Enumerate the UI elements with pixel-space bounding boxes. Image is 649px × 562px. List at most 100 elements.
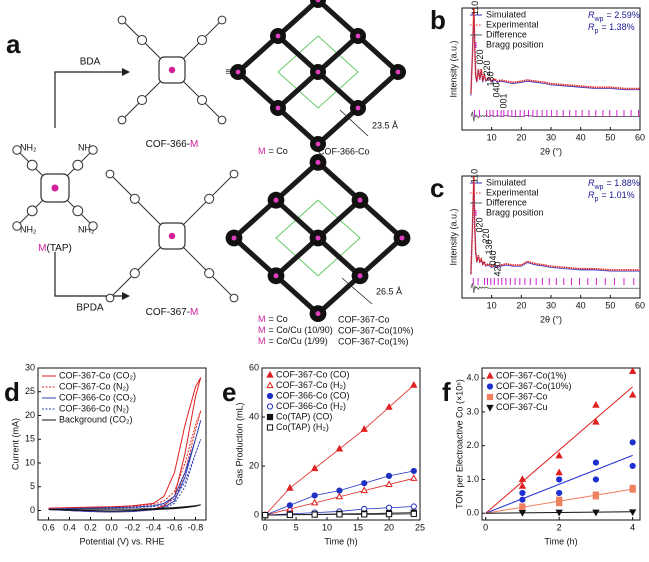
y-tick-label: 0 — [254, 509, 259, 519]
unit-cell — [277, 35, 359, 109]
x-tick-label: 20 — [516, 300, 526, 310]
marker — [592, 493, 600, 500]
marker — [592, 459, 600, 466]
metal: M — [38, 243, 46, 254]
marker — [555, 468, 563, 476]
legend-label: COF-367-Co (CO₂) — [59, 370, 136, 380]
marker — [335, 444, 344, 452]
amine: NH₂ — [78, 224, 95, 234]
marker — [629, 439, 636, 446]
marker — [629, 462, 636, 470]
marker — [555, 509, 563, 517]
x-tick-label: 4 — [630, 522, 635, 532]
linker-bond — [232, 236, 278, 278]
node-metal — [315, 235, 321, 241]
marker — [336, 511, 343, 518]
y-axis-label: Current (mA) — [10, 418, 20, 470]
y-tick-label: 40 — [249, 411, 259, 421]
product-label: COF-367-M — [146, 307, 199, 318]
ring — [72, 159, 84, 171]
dimension — [339, 109, 369, 137]
marker — [361, 480, 368, 487]
fit-stat: Rwp = 2.59% — [588, 10, 640, 22]
stat-symbol: R — [588, 10, 595, 20]
metal: M — [258, 336, 266, 346]
legend-label: COF-367-Co — [496, 391, 548, 401]
peak-label: 040 — [492, 82, 502, 97]
y-tick-label: 0 — [30, 505, 35, 515]
linker-bond — [276, 0, 320, 38]
node-metal — [235, 69, 241, 75]
legend-label: COF-367-Cu — [496, 402, 548, 412]
y-axis-label: TON per Electroactive Co (×10⁶) — [454, 379, 464, 509]
plot-frame — [261, 367, 421, 521]
legend-label: Bragg position — [486, 39, 544, 49]
legend-text: COF-367-Co(10%) — [338, 325, 414, 335]
node-metal — [355, 105, 361, 111]
metal-center — [168, 66, 176, 74]
peak-label: 001 — [498, 93, 508, 108]
x-axis-label: 2θ (°) — [540, 314, 562, 324]
legend-label: COF-366-Co (N₂) — [59, 403, 129, 413]
chart: 10 20 30 40 50 60 2θ (°) Intensity (a.u.) Simula… — [448, 169, 645, 325]
stat-value: = 1.88% — [606, 178, 639, 188]
lattice — [225, 154, 411, 322]
marker — [556, 496, 563, 503]
x-tick-label: 0 — [263, 522, 268, 532]
stat-value: = 1.01% — [601, 190, 634, 200]
arrows — [54, 71, 122, 297]
dimension — [341, 277, 373, 305]
linker-bond — [274, 236, 320, 278]
linker-bond — [274, 273, 320, 316]
marker — [410, 467, 417, 475]
stat-symbol: R — [588, 22, 595, 32]
amine: NH₂ — [20, 224, 37, 234]
peak-label: 420 — [492, 261, 502, 276]
node-metal — [357, 197, 363, 203]
metal: M — [258, 314, 266, 324]
marker — [385, 511, 393, 518]
experimental-line — [470, 7, 640, 94]
equiv: ≡ — [225, 66, 230, 76]
legend-label: Simulated — [486, 9, 526, 19]
peak-label: 220 — [481, 228, 491, 243]
molecule — [105, 169, 239, 303]
linker: BPDA — [76, 303, 104, 314]
ring — [129, 268, 140, 279]
node-metal — [273, 197, 279, 203]
y-tick-label: 15 — [25, 434, 35, 444]
x-tick-label: 60 — [635, 132, 645, 142]
x-tick-label: 40 — [576, 132, 586, 142]
chart: 0.6 0.4 0.2 0.0 -0.2 -0.4 -0.6 -0.8 0 5 10 15 20 25 30… — [10, 362, 207, 546]
panel-label: f — [442, 377, 451, 407]
y-tick-label: 4.0 — [466, 373, 479, 383]
legend-text: M = Co/Cu (1/99) — [258, 336, 328, 346]
arrowhead — [122, 292, 130, 300]
linker-bond — [276, 106, 320, 146]
x-axis-label: 2θ (°) — [540, 146, 562, 156]
legend-text: M = Co — [258, 146, 288, 156]
unit-cell — [275, 199, 361, 277]
linker-bond — [316, 106, 360, 146]
node-metal — [355, 33, 361, 39]
ring — [117, 15, 127, 25]
ring — [229, 293, 239, 303]
stat-value: = 2.59% — [606, 10, 639, 20]
fit-stat: Rp = 1.01% — [588, 190, 635, 202]
panel-label: a — [6, 29, 21, 59]
y-tick-label: 30 — [25, 362, 35, 372]
marker — [518, 475, 527, 483]
marker — [360, 486, 368, 494]
marker — [335, 492, 344, 500]
line — [470, 283, 640, 294]
plot-frame — [37, 367, 207, 521]
y-tick-label: 20 — [249, 460, 259, 470]
x-tick-label: 5 — [294, 522, 299, 532]
legend-marker — [266, 381, 274, 389]
node-metal — [273, 273, 279, 279]
x-tick-label: 20 — [516, 132, 526, 142]
chart: 0 5 10 15 20 25 0 20 40 60 Time (h) Gas Production … — [234, 362, 425, 546]
metal: M — [258, 325, 266, 335]
marker — [519, 496, 526, 503]
marker — [310, 498, 319, 506]
